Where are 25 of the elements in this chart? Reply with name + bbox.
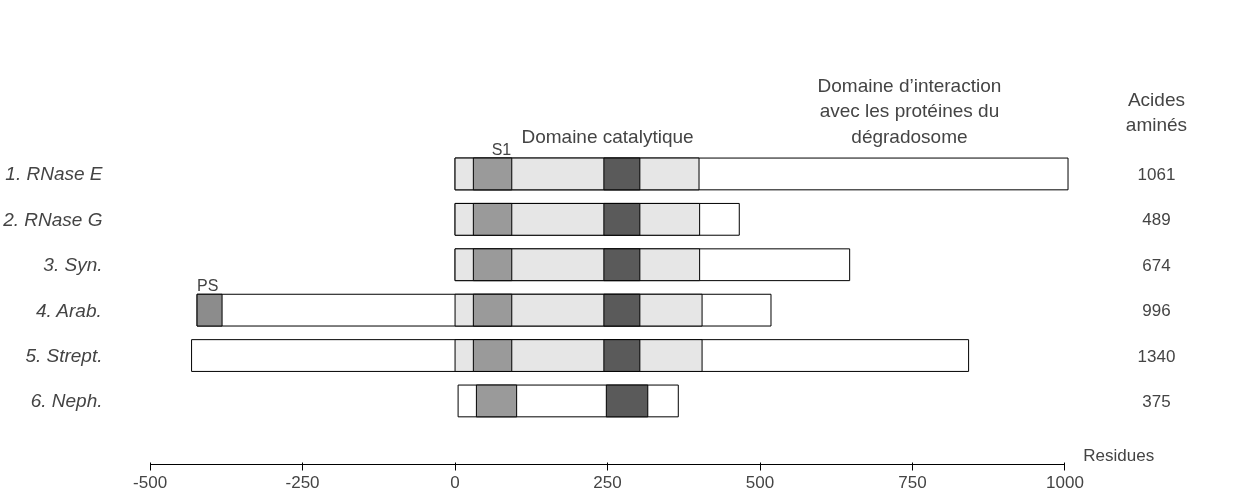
y-tick-label: 1. RNase E: [5, 163, 103, 185]
text: 375: [1142, 391, 1171, 411]
x-tick-label: -250: [285, 472, 320, 492]
text: 489: [1142, 210, 1171, 230]
x-tick-label: 750: [898, 472, 927, 492]
y-tick-label: 6. Neph.: [30, 390, 103, 412]
x-tick-label: 1000: [1046, 472, 1084, 492]
text: Domaine catalytique: [521, 125, 694, 147]
text: 1061: [1137, 164, 1176, 184]
y-tick-label: 4. Arab.: [35, 299, 102, 321]
x-tick-label: -500: [133, 472, 168, 492]
text: 1340: [1137, 346, 1176, 366]
x-axis-title: Residues: [1083, 445, 1155, 465]
y-tick-label: 3. Syn.: [43, 254, 103, 276]
text: 996: [1142, 301, 1171, 321]
text: Acides aminés: [1125, 89, 1188, 136]
y-tick-label: 2. RNase G: [2, 208, 103, 230]
x-tick-label: 250: [593, 472, 622, 492]
annotation: PS: [197, 277, 219, 295]
x-tick-label: 0: [450, 472, 460, 492]
text: 674: [1142, 255, 1171, 275]
annotation: S1: [491, 141, 512, 159]
x-tick-label: 500: [745, 472, 775, 492]
text: Domaine d’interaction avec les protéines du dégradosome: [817, 75, 1002, 147]
y-tick-label: 5. Strept.: [25, 345, 103, 367]
